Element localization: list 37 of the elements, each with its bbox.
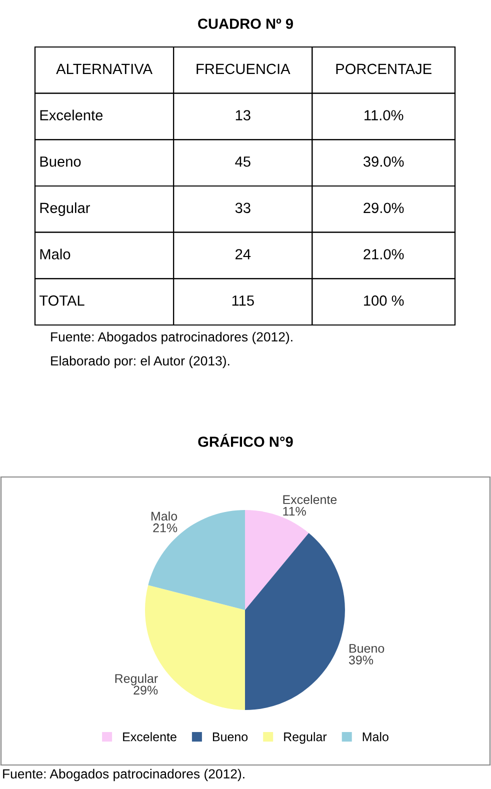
pie-slice	[245, 532, 345, 710]
category-label: FRECUENCIA	[196, 64, 290, 74]
category-label: Excelente	[40, 110, 103, 120]
text: Elaborado por: el Autor (2013).	[51, 356, 230, 368]
chart-title: GRÁFICO N°9	[198, 434, 293, 447]
text: CUADRO Nº 9	[198, 18, 293, 29]
source-note: Fuente: Abogados patrocinadores (2012).	[51, 332, 292, 344]
category-label: ALTERNATIVA	[56, 64, 152, 74]
data-label: 21%	[153, 523, 178, 532]
text: 21.0%	[364, 249, 404, 260]
category-label: Regular	[40, 202, 90, 216]
slice-label: Regular	[115, 674, 158, 686]
data-label: 39%	[348, 656, 374, 664]
text: 100 %	[364, 295, 404, 306]
data-label: 29%	[134, 686, 158, 695]
legend-label: Regular	[284, 732, 327, 744]
legend-label: Excelente	[123, 732, 176, 742]
text: 13	[236, 110, 250, 120]
text: 24	[236, 249, 251, 260]
text: 33	[235, 202, 250, 214]
slice-label: Bueno	[350, 644, 384, 653]
legend-label: Bueno	[212, 732, 248, 742]
source-note: Fuente: Abogados patrocinadores (2012).	[3, 768, 244, 782]
data-label: 11%	[283, 506, 306, 516]
legend-label: Malo	[362, 732, 388, 742]
category-label: TOTAL	[39, 295, 84, 306]
text: 45	[235, 156, 250, 167]
category-label: Malo	[40, 248, 70, 260]
slice-label: Excelente	[283, 494, 337, 504]
pie-slice	[148, 510, 245, 610]
text: 115	[232, 296, 254, 306]
text: 39.0%	[363, 156, 404, 167]
text: 11.0%	[364, 110, 404, 120]
text: 29.0%	[364, 202, 404, 214]
category-label: Bueno	[40, 156, 81, 167]
slice-label: Malo	[152, 511, 178, 521]
category-label: PORCENTAJE	[336, 64, 432, 74]
